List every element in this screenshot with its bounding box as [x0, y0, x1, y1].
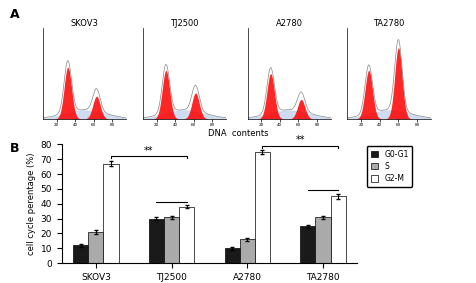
Bar [164, 217, 179, 263]
Text: A: A [10, 8, 19, 22]
Legend: G0-G1, S, G2-M: G0-G1, S, G2-M [367, 146, 413, 186]
Bar [300, 226, 316, 263]
Bar [103, 164, 119, 263]
Title: SKOV3: SKOV3 [70, 18, 99, 27]
Bar [225, 248, 240, 263]
Text: B: B [10, 142, 19, 155]
Title: TJ2500: TJ2500 [170, 18, 198, 27]
Text: **: ** [296, 135, 305, 145]
Bar [240, 239, 255, 263]
Bar [330, 196, 346, 263]
Bar [89, 232, 103, 263]
Bar [73, 245, 89, 263]
Y-axis label: cell cycle perentage (%): cell cycle perentage (%) [28, 153, 37, 255]
Title: A2780: A2780 [276, 18, 303, 27]
Bar [316, 217, 330, 263]
Text: DNA  contents: DNA contents [208, 129, 268, 138]
Bar [149, 218, 164, 263]
Title: TA2780: TA2780 [374, 18, 405, 27]
Text: **: ** [144, 146, 154, 156]
Bar [255, 152, 270, 263]
Bar [179, 207, 194, 263]
